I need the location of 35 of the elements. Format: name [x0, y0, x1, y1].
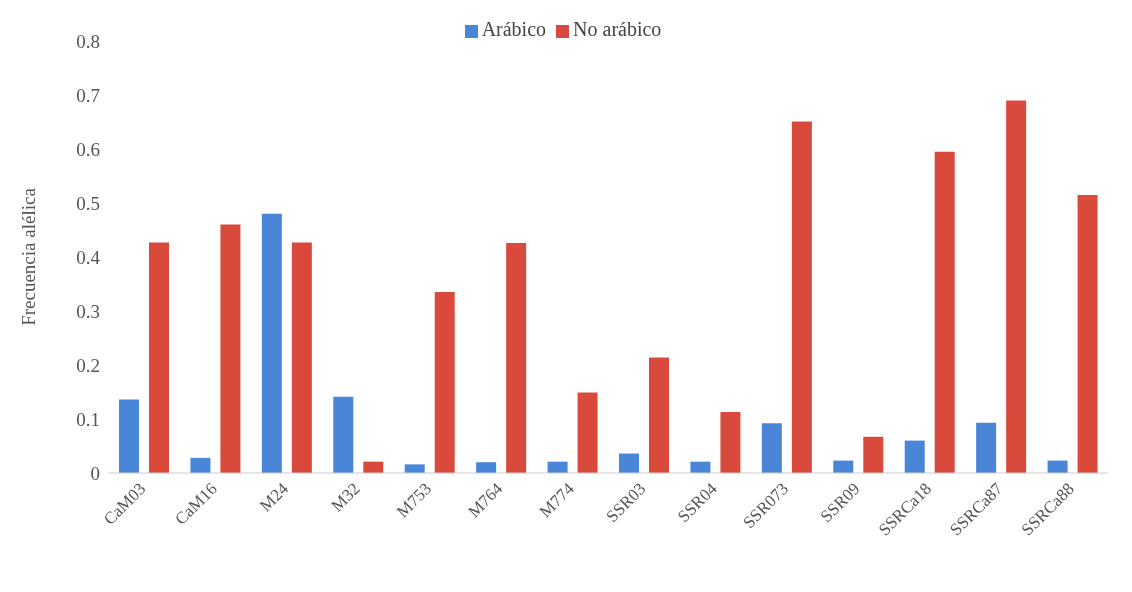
- bar: [506, 242, 527, 473]
- bar: [934, 151, 955, 473]
- bar: [1006, 100, 1027, 473]
- bar: [404, 464, 425, 473]
- bar: [220, 224, 241, 473]
- bar: [791, 121, 812, 473]
- y-tick-label: 0: [90, 462, 100, 484]
- bar: [1077, 194, 1098, 473]
- y-tick-label: 0.1: [76, 408, 100, 430]
- legend-label: No arábico: [573, 18, 662, 40]
- y-tick-label: 0.6: [76, 138, 100, 160]
- y-tick-label: 0.2: [76, 354, 100, 376]
- y-tick-label: 0.4: [76, 246, 101, 268]
- bar: [577, 392, 598, 473]
- y-tick-label: 0.5: [76, 192, 100, 214]
- bar: [863, 436, 884, 473]
- bar: [649, 357, 669, 473]
- y-tick-label: 0.7: [76, 84, 100, 106]
- y-axis-title: Frecuencia alélica: [17, 187, 39, 326]
- bar: [190, 457, 211, 473]
- y-tick-label: 0.3: [76, 300, 100, 322]
- y-tick-label: 0.8: [76, 30, 100, 52]
- bar: [476, 462, 497, 473]
- bar: [720, 411, 741, 473]
- bar: [904, 440, 925, 473]
- bar: [434, 292, 455, 473]
- bar: [119, 399, 139, 473]
- bar: [761, 423, 782, 473]
- bar: [149, 242, 169, 473]
- bar: [333, 396, 354, 473]
- bar: [619, 453, 639, 473]
- bar: [976, 422, 997, 473]
- legend-label: Arábico: [481, 18, 547, 40]
- bar: [261, 213, 282, 473]
- bar: [291, 242, 312, 473]
